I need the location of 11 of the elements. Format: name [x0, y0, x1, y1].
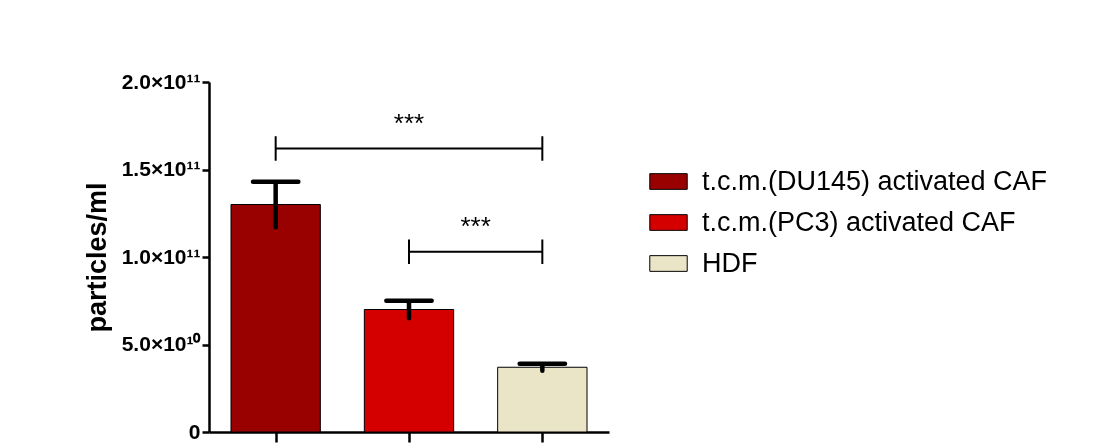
annotation: ***: [460, 211, 491, 242]
legend-label: t.c.m.(PC3) activated CAF: [702, 206, 1016, 237]
y-tick-label: 2.0×10¹¹: [121, 69, 201, 93]
y-axis-title: particles/ml: [81, 182, 112, 333]
y-tick-label: 5.0×10¹⁰: [121, 332, 202, 355]
annotation: ***: [393, 108, 425, 138]
y-tick-label: 0: [188, 419, 201, 443]
y-tick-label: 1.5×10¹¹: [121, 157, 201, 180]
legend-label: HDF: [702, 247, 758, 278]
y-tick-label: 1.0×10¹¹: [121, 244, 201, 268]
legend-label: t.c.m.(DU145) activated CAF: [702, 165, 1048, 196]
